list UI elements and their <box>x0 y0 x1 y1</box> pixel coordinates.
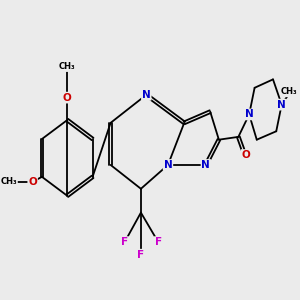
Text: N: N <box>142 90 151 100</box>
Text: CH₃: CH₃ <box>1 177 17 186</box>
Text: N: N <box>245 110 254 119</box>
Text: O: O <box>63 93 72 103</box>
Text: F: F <box>155 237 162 247</box>
Text: CH₃: CH₃ <box>59 62 76 71</box>
Text: N: N <box>164 160 172 170</box>
Text: F: F <box>137 250 145 260</box>
Text: N: N <box>277 100 286 110</box>
Text: CH₃: CH₃ <box>281 88 298 97</box>
Text: O: O <box>242 150 250 160</box>
Text: F: F <box>121 237 128 247</box>
Text: N: N <box>202 160 210 170</box>
Text: O: O <box>28 177 37 187</box>
